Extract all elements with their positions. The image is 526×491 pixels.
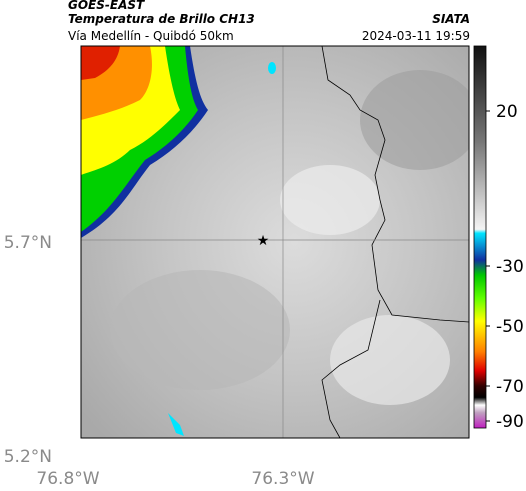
- colorbar-tick-label: -50: [496, 317, 524, 337]
- lon-label: 76.3°W: [251, 469, 314, 489]
- map-frame: [80, 45, 470, 439]
- lon-label: 76.8°W: [36, 469, 99, 489]
- colorbar-ticks: [486, 110, 490, 422]
- subtitle: Vía Medellín - Quibdó 50km: [68, 29, 234, 43]
- colorbar-tick-label: -90: [496, 412, 524, 432]
- lat-label: 5.7°N: [4, 233, 52, 253]
- title: Temperatura de Brillo CH13: [68, 12, 255, 26]
- org: SIATA: [432, 12, 470, 26]
- source: GOES-EAST: [68, 0, 145, 12]
- lat-label: 5.2°N: [4, 447, 52, 467]
- colorbar-tick-label: -70: [496, 377, 524, 397]
- colorbar: [473, 45, 487, 429]
- location-marker: ★: [257, 233, 270, 249]
- datetime: 2024-03-11 19:59: [362, 29, 470, 43]
- colorbar-tick-label: 20: [496, 102, 518, 122]
- satellite-image: [81, 46, 469, 438]
- colorbar-tick-label: -30: [496, 257, 524, 277]
